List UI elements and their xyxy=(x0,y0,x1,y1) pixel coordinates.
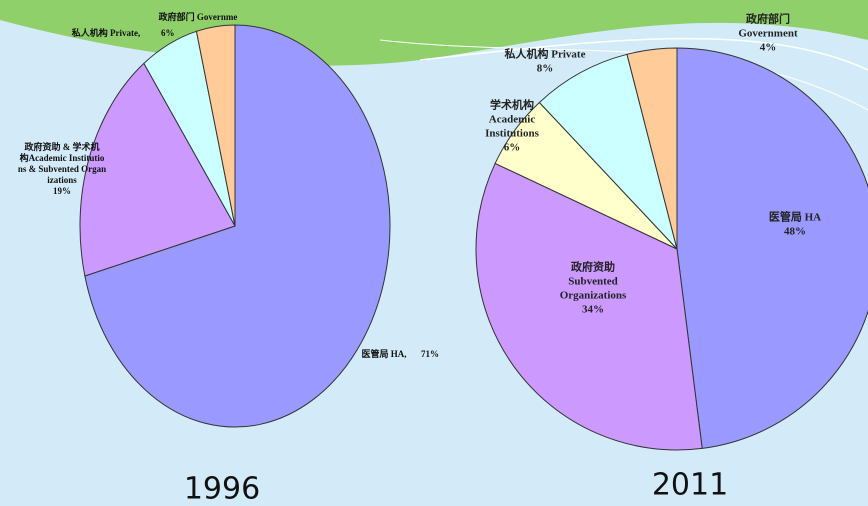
slice-label: 政府部门 Governme xyxy=(159,11,238,22)
value-label: 6% xyxy=(161,28,175,38)
slice-label: Organizations xyxy=(560,290,627,302)
slice-label: Academic xyxy=(489,114,536,126)
value-label: 4% xyxy=(760,42,777,54)
chart-title: 1996 xyxy=(184,472,260,506)
slice-label: 私人机构 Private, xyxy=(71,27,141,38)
slice-label: 学术机构 xyxy=(490,98,534,112)
pie-slice xyxy=(626,47,678,250)
slice-label: 政府资助 & 学术机 xyxy=(25,141,100,152)
slice-label: 医管局 HA xyxy=(769,210,821,224)
slice-label: 医管局 HA, xyxy=(361,348,406,359)
pie-slice xyxy=(676,47,868,449)
slice-label: ns & Subvented Organ xyxy=(18,164,106,174)
slice-label: 政府资助 xyxy=(571,260,615,274)
chart-title: 2011 xyxy=(652,468,728,503)
value-label: 8% xyxy=(537,63,554,75)
slice-label: Government xyxy=(738,28,798,40)
pie-slice xyxy=(79,62,236,277)
value-label: 19% xyxy=(53,186,71,196)
value-label: 34% xyxy=(582,304,604,316)
slice-label: 私人机构 Private xyxy=(505,47,586,61)
slice-label: 政府部门 xyxy=(746,12,790,26)
pie-slice xyxy=(475,162,703,451)
value-label: 71% xyxy=(421,349,439,359)
slice-label: Institutions xyxy=(485,128,540,140)
slice-label: Subvented xyxy=(568,276,618,288)
swoosh-line xyxy=(419,37,868,71)
slice-label: 构Academic Institutio xyxy=(20,152,105,163)
pie-slice xyxy=(84,24,391,428)
pie-slice xyxy=(195,24,236,227)
slice-label: izations xyxy=(47,175,77,185)
pie-slice xyxy=(538,53,678,250)
value-label: 6% xyxy=(504,142,521,154)
value-label: 48% xyxy=(784,226,806,238)
